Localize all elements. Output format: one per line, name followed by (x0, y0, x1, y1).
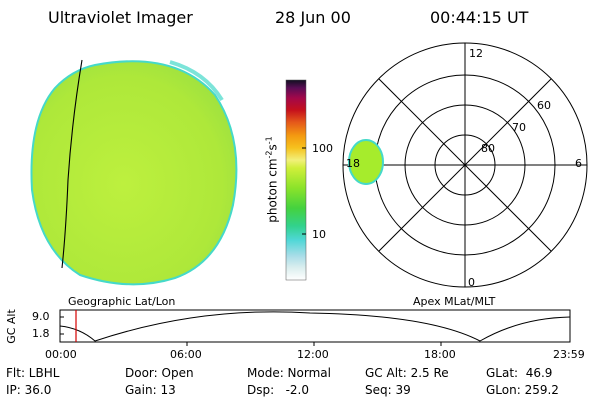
apex-label: Apex MLat/MLT (413, 295, 496, 308)
mlt-label-6: 6 (575, 157, 582, 170)
polar-mlat-mlt-plot (342, 42, 588, 288)
altitude-xtick-4: 23:59 (553, 348, 585, 361)
altitude-xtick-0: 00:00 (45, 348, 77, 361)
altitude-plot (59, 309, 571, 346)
info-seq: Seq: 39 (365, 383, 411, 397)
colorbar-axis-label: photon cm-2s-1 (264, 136, 280, 223)
mlt-label-18: 18 (346, 157, 360, 170)
altitude-xtick-3: 18:00 (424, 348, 456, 361)
altitude-ytick-bottom: 1.8 (32, 327, 50, 340)
colorbar-tick-100: 100 (312, 142, 333, 155)
image-date: 28 Jun 00 (275, 8, 351, 27)
info-filter: Flt: LBHL (6, 366, 60, 380)
mlat-label-80: 80 (481, 142, 495, 155)
auroral-oval-blob (348, 139, 384, 185)
info-door: Door: Open (125, 366, 194, 380)
mlat-label-70: 70 (512, 121, 526, 134)
info-gain: Gain: 13 (125, 383, 176, 397)
mlt-label-12: 12 (469, 47, 483, 60)
geographic-meridian-line (61, 59, 83, 269)
info-dsp: Dsp: -2.0 (247, 383, 310, 397)
altitude-curve (59, 311, 571, 342)
info-glat: GLat: 46.9 (486, 366, 553, 380)
info-mode: Mode: Normal (247, 366, 331, 380)
altitude-ytick-top: 9.0 (32, 310, 50, 323)
earth-disk-image (30, 59, 238, 286)
instrument-title: Ultraviolet Imager (48, 8, 193, 27)
colorbar-tick-10: 10 (312, 228, 326, 241)
altitude-xtick-2: 12:00 (297, 348, 329, 361)
mlat-label-60: 60 (537, 99, 551, 112)
geographic-label: Geographic Lat/Lon (68, 295, 176, 308)
color-scale-bar (285, 79, 307, 281)
altitude-ylabel: GC Alt (4, 309, 18, 344)
altitude-xtick-1: 06:00 (170, 348, 202, 361)
info-glon: GLon: 259.2 (486, 383, 559, 397)
mlt-label-0: 0 (468, 276, 475, 289)
info-gc-alt: GC Alt: 2.5 Re (365, 366, 449, 380)
image-time: 00:44:15 UT (430, 8, 529, 27)
info-ip: IP: 36.0 (6, 383, 52, 397)
